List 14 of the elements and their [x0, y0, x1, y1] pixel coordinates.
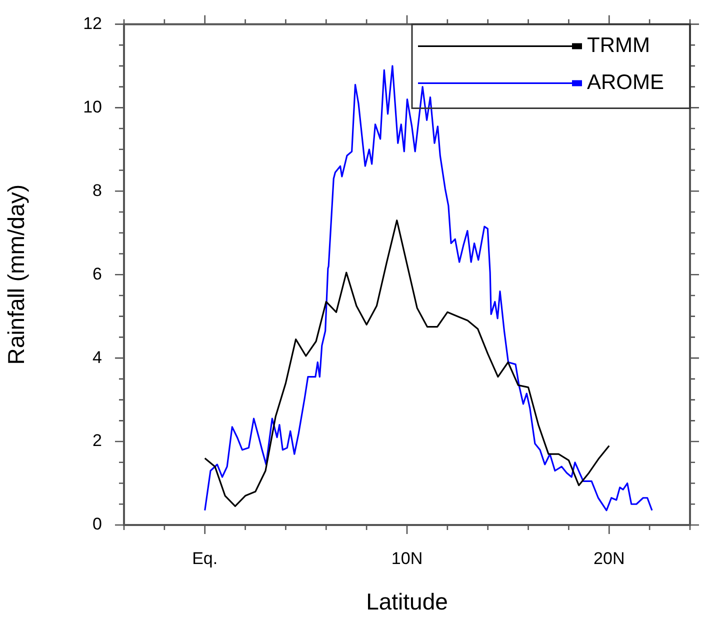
x-axis-title: Latitude — [366, 588, 448, 615]
y-tick-label: 10 — [83, 97, 102, 116]
x-tick-label: Eq. — [192, 548, 218, 568]
x-tick-label: 20N — [594, 548, 625, 568]
x-tick-label: 10N — [391, 548, 423, 568]
y-axis-title: Rainfall (mm/day) — [3, 184, 30, 365]
y-tick-label: 2 — [92, 431, 102, 450]
y-tick-label: 8 — [92, 180, 102, 200]
legend-label: TRMM — [587, 34, 650, 57]
y-tick-label: 6 — [92, 264, 102, 284]
y-tick-label: 4 — [92, 348, 102, 367]
legend-label: AROME — [587, 70, 664, 94]
y-tick-label: 0 — [92, 514, 102, 534]
y-tick-label: 12 — [83, 14, 102, 33]
